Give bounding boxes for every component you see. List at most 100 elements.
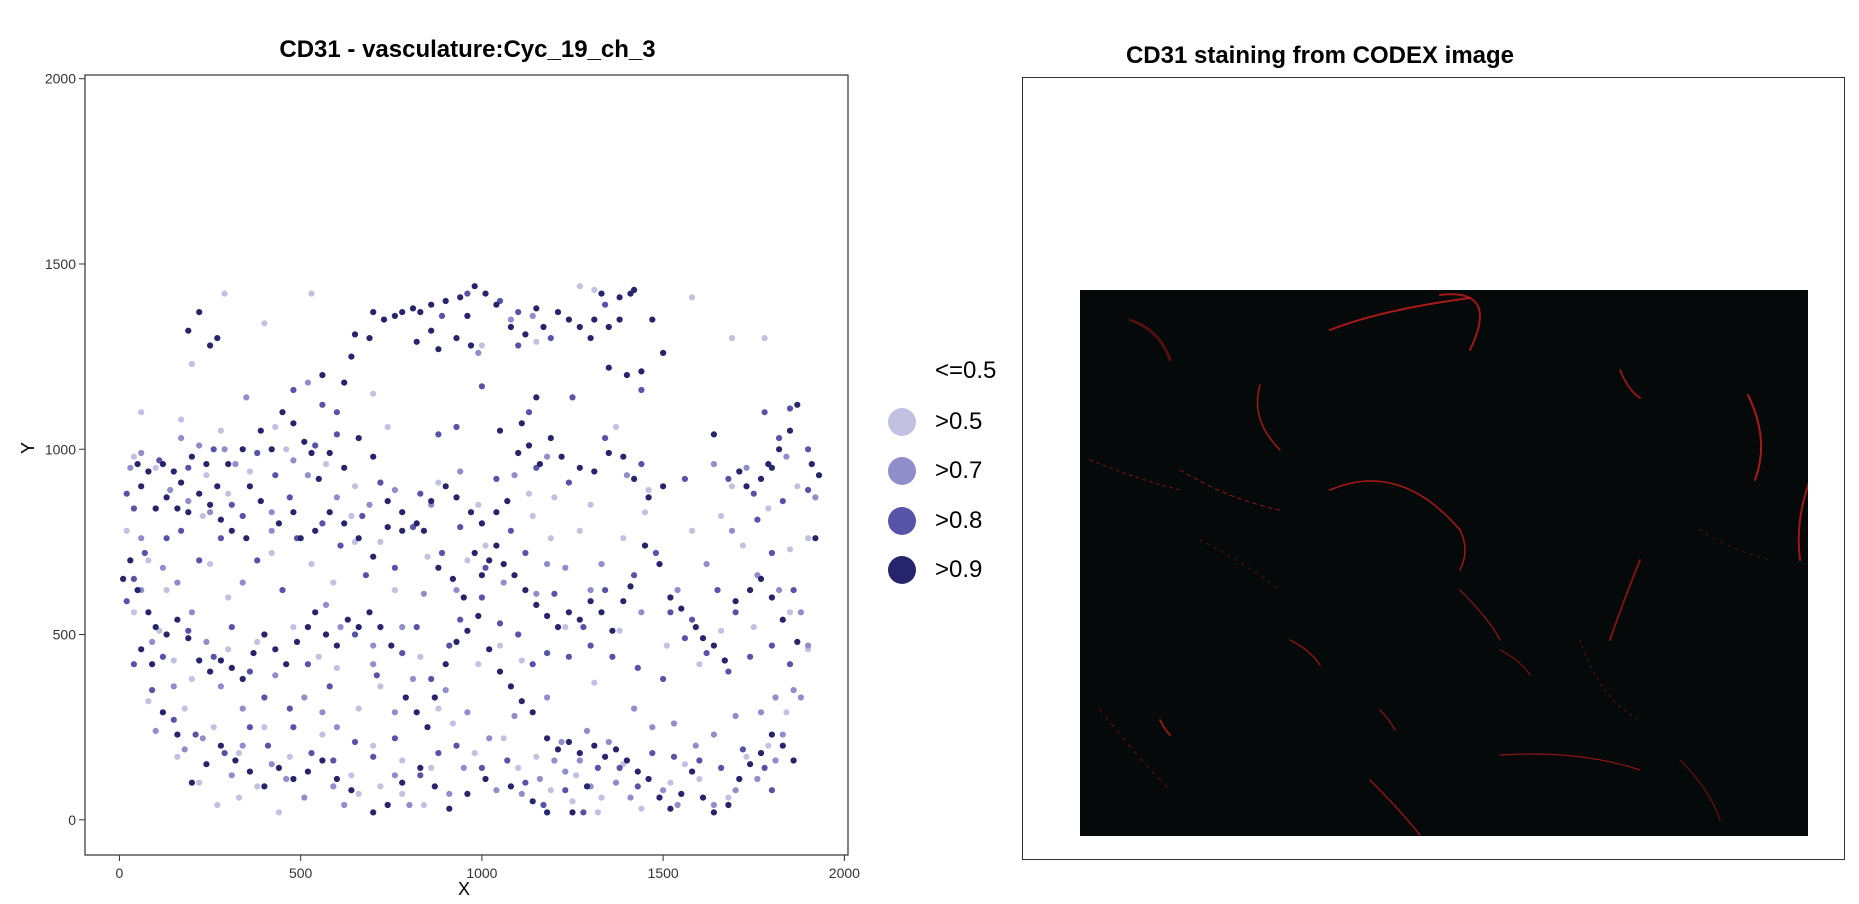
scatter-point [478,572,485,579]
scatter-point [587,598,594,605]
scatter-point [765,461,772,468]
scatter-point [565,479,573,486]
scatter-point [710,801,718,809]
scatter-point [203,761,210,768]
scatter-point [446,642,453,649]
scatter-point [772,757,779,764]
scatter-point [547,787,554,794]
scatter-point [805,535,812,542]
scatter-point [732,787,739,794]
scatter-point [544,612,551,620]
scatter-point [417,772,424,779]
scatter-point [348,772,355,779]
scatter-point [736,775,743,783]
scatter-point [786,427,794,434]
scatter-point [681,475,689,482]
scatter-point [152,624,159,631]
scatter-point [718,764,725,772]
scatter-point [605,449,612,457]
data-points [120,283,823,816]
scatter-point [515,631,522,638]
scatter-point [214,801,221,809]
scatter-point [710,431,718,438]
scatter-point [529,709,536,716]
scatter-point [725,794,732,801]
scatter-point [529,512,536,520]
scatter-point [145,468,152,475]
scatter-point [370,642,377,649]
y-tick-label: 0 [68,812,76,828]
scatter-point [214,483,221,490]
scatter-point [399,309,406,316]
scatter-point [246,483,253,490]
scatter-point [391,772,398,779]
scatter-point [500,735,507,742]
scatter-point [667,779,674,786]
scatter-point [576,750,583,757]
scatter-point [301,438,308,445]
scatter-point [725,801,732,809]
scatter-point [377,683,384,690]
scatter-point [196,490,203,497]
scatter-point [185,464,192,471]
scatter-point [417,309,424,316]
scatter-point [554,746,562,753]
scatter-point [602,753,609,760]
scatter-point [529,312,536,319]
scatter-point [330,757,337,764]
scatter-point [428,327,435,334]
scatter-point [149,638,156,646]
scatter-point [482,542,489,549]
scatter-point [732,712,739,720]
scatter-point [290,386,297,394]
scatter-point [478,594,485,601]
scatter-point [674,587,681,594]
scatter-point [257,498,264,505]
x-axis: 0 500 1000 1500 2000 [116,855,860,881]
scatter-point [645,775,652,783]
scatter-point [609,653,616,660]
scatter-point [573,772,580,779]
scatter-point [544,694,551,701]
scatter-point [612,423,620,431]
scatter-point [420,590,427,597]
scatter-point [268,509,275,516]
scatter-point [496,642,504,649]
scatter-point [616,316,623,323]
scatter-point [228,624,235,631]
scatter-point [710,642,718,649]
scatter-point [790,587,797,594]
scatter-point [370,309,377,316]
scatter-point [529,661,536,668]
scatter-point [598,609,605,616]
scatter-point [286,494,293,501]
scatter-point [660,349,667,356]
scatter-point [138,409,145,416]
scatter-point [699,635,707,642]
scatter-point [333,775,340,783]
scatter-point [355,705,362,712]
scatter-point [221,290,228,297]
scatter-point [779,498,786,505]
scatter-point [464,290,471,297]
scatter-point [178,416,185,423]
scatter-point [453,335,460,342]
scatter-point [246,724,253,731]
scatter-point [264,742,272,749]
scatter-point [399,757,406,764]
scatter-point [710,461,718,468]
scatter-point [478,342,485,349]
scatter-point [239,705,246,712]
scatter-point [333,409,340,416]
scatter-point [638,461,645,468]
scatter-point [805,446,812,453]
scatter-point [631,286,638,293]
scatter-point [391,564,398,571]
scatter-point [805,486,812,494]
scatter-point [583,727,591,735]
scatter-point [460,764,467,772]
scatter-point [366,501,373,508]
scatter-point [743,464,750,471]
scatter-point [399,650,406,657]
scatter-point [515,342,522,349]
